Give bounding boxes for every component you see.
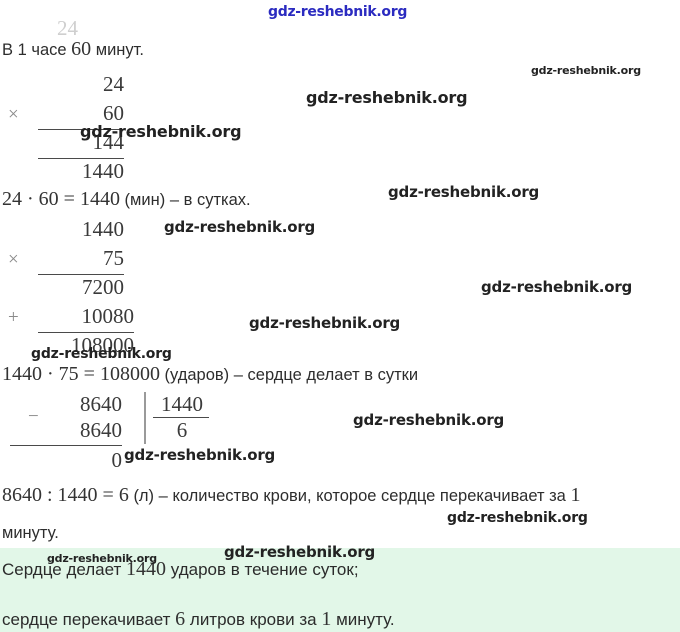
line-blood-trailing-number: 1 [570,484,581,506]
calc2-operator: × [8,249,19,270]
answer-2-number-2: 1 [321,608,332,630]
division-vertical-bar [144,392,146,444]
watermark-wm-11: gdz-reshebnik.org [447,510,588,526]
line-intro-suffix: минут. [91,41,144,59]
watermark-wm-5: gdz-reshebnik.org [164,218,316,236]
answer-2-suffix: минуту. [331,610,395,629]
calc1-row-bottom: × 60 [8,99,124,130]
calc2-operator-add: + [8,307,19,328]
division-operator: − [28,406,39,427]
line-result-blood-a: 8640 : 1440 = 6 (л) – количество крови, … [2,484,580,507]
line-blood-expression: 8640 : 1440 = 6 [2,484,129,506]
division-quotient-rule [153,417,209,418]
calc2-row-bottom: × 75 [8,244,134,275]
calc-multiply-24-60: 24 × 60 144 1440 [8,70,124,186]
line-beats-unit: (ударов) [164,366,230,384]
line-beats-expression: 1440 · 75 = 108000 [2,363,160,385]
calc1-operand-top: 24 [103,72,124,96]
answer-2-middle: литров крови за [185,610,322,629]
division-divisor: 1440 [161,392,203,416]
line-minutes-dash: – [169,191,179,209]
line-beats-description: сердце делает в сутки [247,366,419,384]
calc2-operand-top: 1440 [82,217,124,241]
calc1-row-partial: 144 [8,128,124,159]
calc1-total: 1440 [82,159,124,183]
calc2-operand-bottom: 75 [38,244,124,275]
calc1-operator: × [8,104,19,125]
calc1-partial: 144 [38,128,124,159]
watermark-wm-2: gdz-reshebnik.org [306,88,468,107]
line-intro: В 1 часе 60 минут. [2,38,144,61]
answer-1-suffix: ударов в течение суток; [166,560,359,579]
line-result-minutes: 24 · 60 = 1440 (мин) – в сутках. [2,188,251,211]
line-intro-prefix: В 1 часе [2,41,72,59]
calc1-row-total: 1440 [8,157,124,186]
division-subtrahend: 8640 [10,418,122,446]
line-minutes-unit: (мин) [124,191,166,209]
calc-multiply-1440-75: 1440 × 75 7200 + 10080 108000 [8,215,134,360]
watermark-wm-4: gdz-reshebnik.org [388,183,540,201]
calc-long-division: − 8640 8640 0 1440 6 [10,392,230,472]
answer-line-1: Сердце делает 1440 ударов в течение суто… [2,558,359,581]
division-right-column: 1440 6 [153,392,211,443]
answer-1-number: 1440 [126,558,167,580]
answer-2-number: 6 [175,608,186,630]
calc2-total: 108000 [71,333,134,357]
calc2-row-total: 108000 [8,331,134,360]
calc2-partial-1: 7200 [82,275,124,299]
calc2-row-top: 1440 [8,215,134,244]
watermark-wm-1: gdz-reshebnik.org [531,64,641,77]
line-blood-unit: (л) [133,487,155,505]
ghost-digits: 24 [57,16,78,40]
watermark-wm-6: gdz-reshebnik.org [481,278,633,296]
line-minutes-description: в сутках. [183,191,251,209]
calc2-row-partial-1: 7200 [8,273,134,302]
line-result-blood-b: минуту. [2,524,59,542]
division-quotient: 6 [176,418,188,442]
line-intro-number: 60 [71,38,92,60]
calc1-operand-bottom: 60 [38,99,124,130]
watermark-wm-7: gdz-reshebnik.org [249,314,401,332]
answer-line-2: сердце перекачивает 6 литров крови за 1 … [2,608,395,631]
division-left-column: 8640 8640 0 [10,392,132,474]
watermark-wm-top-blue: gdz-reshebnik.org [268,4,408,20]
answer-2-prefix: сердце перекачивает [2,610,176,629]
line-beats-dash: – [233,366,243,384]
calc2-partial-2: 10080 [38,302,134,333]
calc2-row-partial-2: + 10080 [8,302,134,333]
line-result-beats: 1440 · 75 = 108000 (ударов) – сердце дел… [2,363,418,386]
division-dividend: 8640 [80,392,122,416]
line-blood-description: количество крови, которое сердце перекач… [172,487,566,505]
division-remainder: 0 [111,448,123,472]
answer-1-prefix: Сердце делает [2,560,127,579]
line-blood-dash: – [158,487,168,505]
watermark-wm-9: gdz-reshebnik.org [353,411,505,429]
answer-panel: Сердце делает 1440 ударов в течение суто… [0,548,680,632]
line-minutes-expression: 24 · 60 = 1440 [2,188,120,210]
calc1-row-top: 24 [8,70,124,99]
